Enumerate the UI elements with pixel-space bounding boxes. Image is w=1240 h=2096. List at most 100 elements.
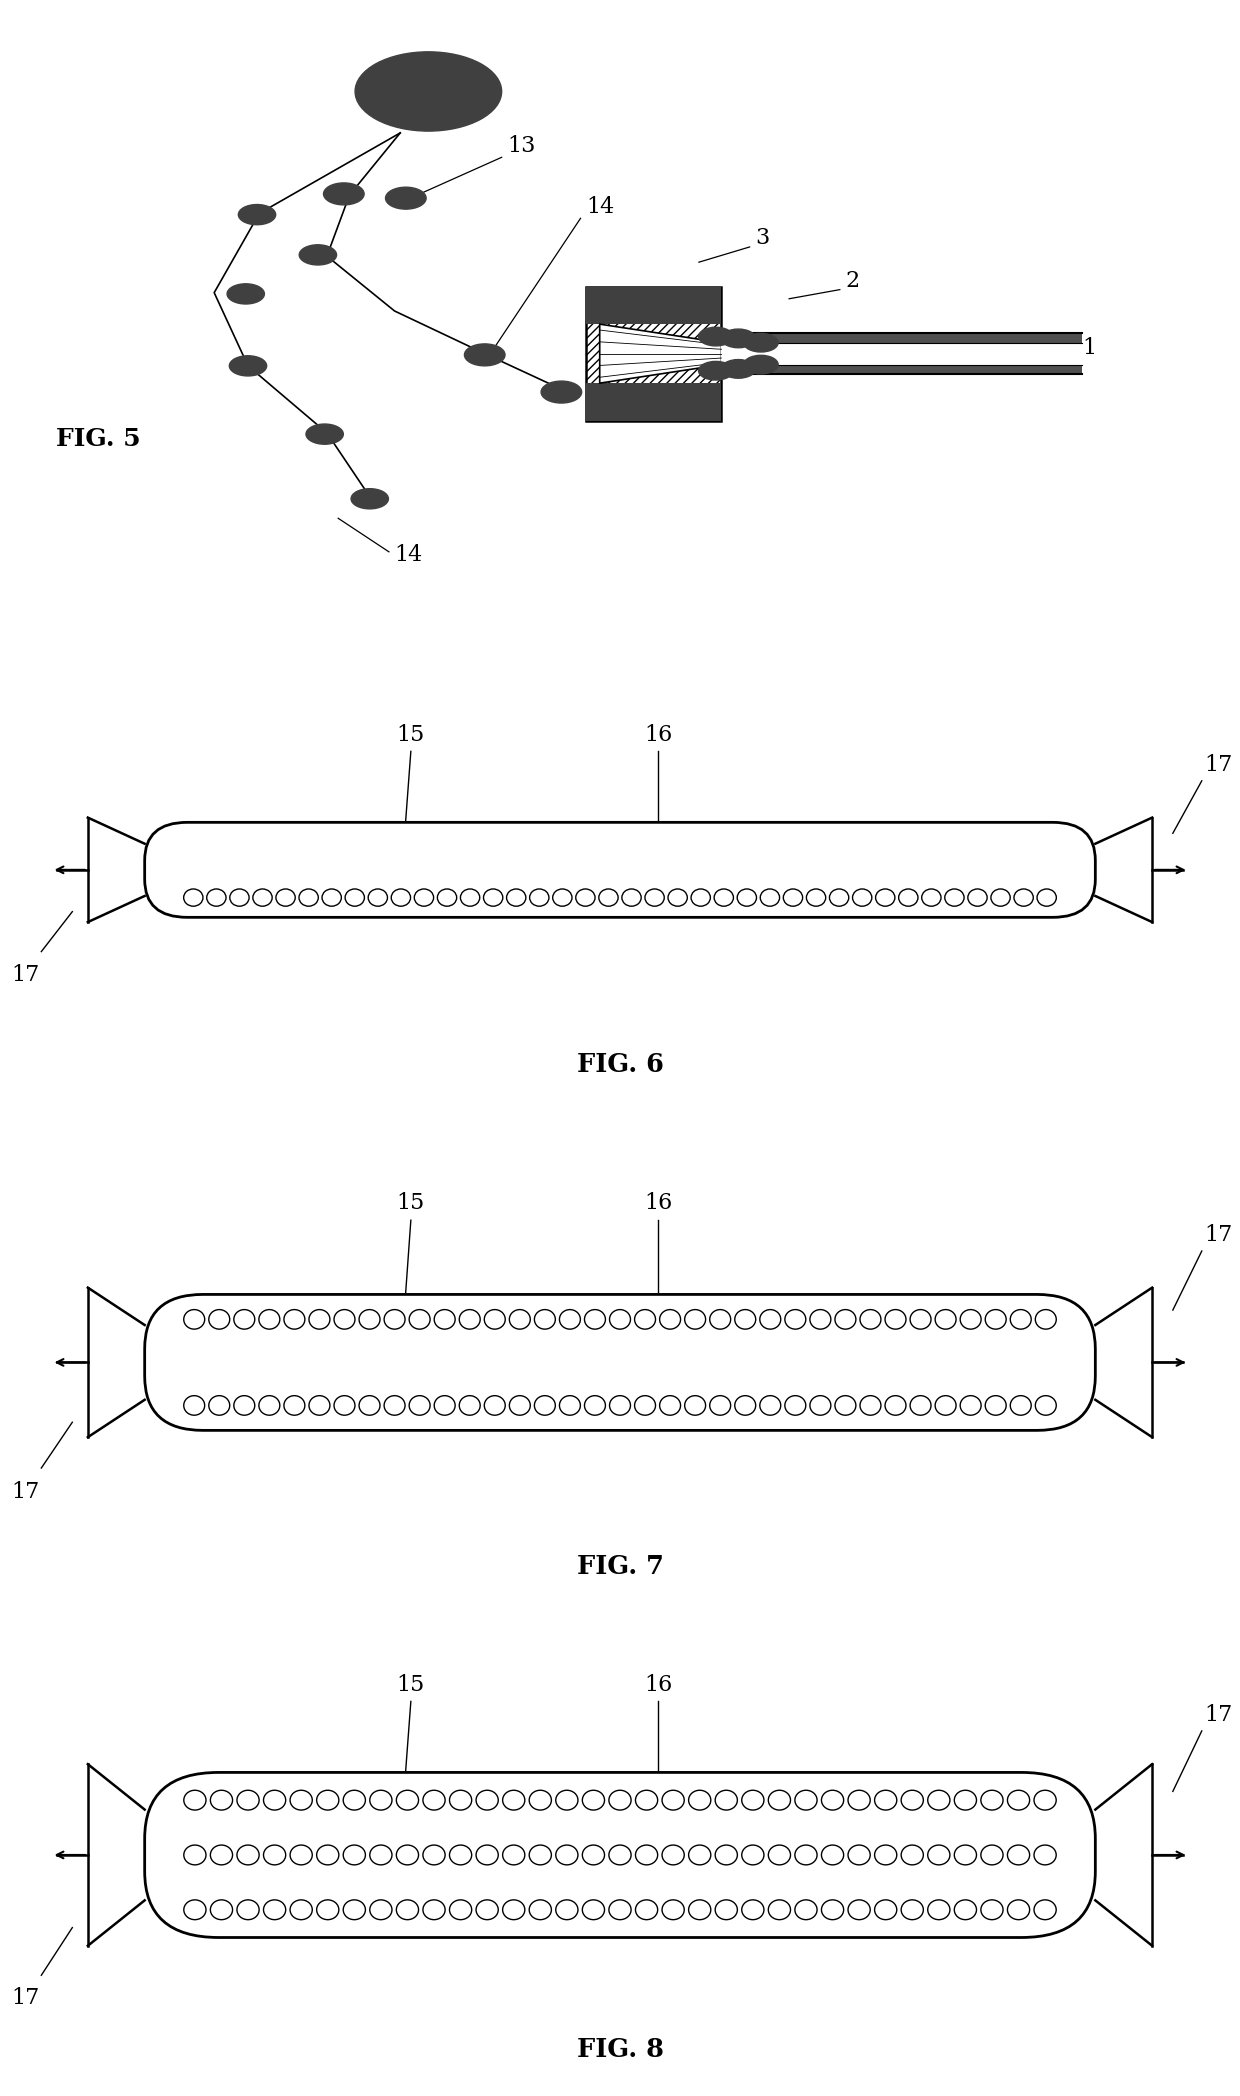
Circle shape bbox=[1035, 1396, 1056, 1415]
Circle shape bbox=[986, 1396, 1006, 1415]
Text: 17: 17 bbox=[11, 964, 40, 985]
Circle shape bbox=[848, 1790, 870, 1811]
Circle shape bbox=[449, 1790, 471, 1811]
Circle shape bbox=[237, 1899, 259, 1920]
Text: 15: 15 bbox=[397, 1675, 425, 1696]
Circle shape bbox=[529, 1899, 552, 1920]
Circle shape bbox=[229, 889, 249, 905]
Circle shape bbox=[1007, 1844, 1029, 1865]
Circle shape bbox=[1037, 889, 1056, 905]
FancyBboxPatch shape bbox=[145, 1773, 1095, 1937]
FancyBboxPatch shape bbox=[145, 822, 1095, 918]
Circle shape bbox=[284, 1396, 305, 1415]
Circle shape bbox=[583, 1790, 605, 1811]
Circle shape bbox=[459, 1310, 480, 1329]
Circle shape bbox=[684, 1310, 706, 1329]
Circle shape bbox=[1014, 889, 1033, 905]
Circle shape bbox=[575, 889, 595, 905]
Circle shape bbox=[874, 1899, 897, 1920]
Circle shape bbox=[742, 1844, 764, 1865]
Text: 16: 16 bbox=[644, 723, 672, 746]
Circle shape bbox=[584, 1396, 605, 1415]
Circle shape bbox=[184, 1899, 206, 1920]
Text: 15: 15 bbox=[397, 1193, 425, 1214]
Circle shape bbox=[208, 1310, 229, 1329]
Circle shape bbox=[760, 1396, 781, 1415]
Circle shape bbox=[370, 1844, 392, 1865]
Circle shape bbox=[742, 1790, 764, 1811]
Circle shape bbox=[277, 889, 295, 905]
Circle shape bbox=[861, 1396, 880, 1415]
Circle shape bbox=[502, 1899, 525, 1920]
Circle shape bbox=[208, 1396, 229, 1415]
Circle shape bbox=[645, 889, 665, 905]
Circle shape bbox=[928, 1844, 950, 1865]
Circle shape bbox=[610, 1310, 630, 1329]
Circle shape bbox=[785, 1396, 806, 1415]
Circle shape bbox=[1034, 1899, 1056, 1920]
Circle shape bbox=[691, 889, 711, 905]
Circle shape bbox=[264, 1844, 285, 1865]
Bar bbox=[587, 287, 722, 325]
Circle shape bbox=[981, 1790, 1003, 1811]
Circle shape bbox=[384, 1310, 405, 1329]
Circle shape bbox=[360, 1310, 379, 1329]
Circle shape bbox=[368, 889, 387, 905]
Circle shape bbox=[928, 1899, 950, 1920]
Text: FIG. 8: FIG. 8 bbox=[577, 2037, 663, 2062]
Circle shape bbox=[502, 1844, 525, 1865]
Circle shape bbox=[945, 889, 963, 905]
Text: 13: 13 bbox=[507, 136, 536, 157]
Circle shape bbox=[334, 1310, 355, 1329]
Circle shape bbox=[392, 889, 410, 905]
Circle shape bbox=[343, 1790, 366, 1811]
Circle shape bbox=[1035, 1310, 1056, 1329]
Circle shape bbox=[234, 1396, 254, 1415]
Circle shape bbox=[485, 1396, 505, 1415]
Circle shape bbox=[830, 889, 848, 905]
Circle shape bbox=[584, 1310, 605, 1329]
Circle shape bbox=[529, 1844, 552, 1865]
Circle shape bbox=[935, 1396, 956, 1415]
Circle shape bbox=[299, 245, 336, 264]
Circle shape bbox=[583, 1844, 605, 1865]
Circle shape bbox=[848, 1899, 870, 1920]
Circle shape bbox=[714, 889, 733, 905]
Circle shape bbox=[476, 1844, 498, 1865]
Circle shape bbox=[264, 1790, 285, 1811]
Circle shape bbox=[784, 889, 802, 905]
Circle shape bbox=[744, 333, 779, 352]
Circle shape bbox=[735, 1396, 755, 1415]
Circle shape bbox=[227, 283, 264, 304]
Circle shape bbox=[698, 361, 733, 379]
Circle shape bbox=[928, 1790, 950, 1811]
Circle shape bbox=[853, 889, 872, 905]
Circle shape bbox=[848, 1844, 870, 1865]
Circle shape bbox=[397, 1899, 419, 1920]
Circle shape bbox=[635, 1310, 656, 1329]
Circle shape bbox=[386, 187, 427, 210]
Circle shape bbox=[981, 1899, 1003, 1920]
Circle shape bbox=[299, 889, 319, 905]
Circle shape bbox=[370, 1790, 392, 1811]
Circle shape bbox=[355, 52, 502, 132]
Circle shape bbox=[556, 1790, 578, 1811]
Circle shape bbox=[821, 1844, 843, 1865]
Circle shape bbox=[583, 1899, 605, 1920]
Text: 1: 1 bbox=[1083, 337, 1096, 358]
Circle shape bbox=[668, 889, 687, 905]
Circle shape bbox=[1007, 1790, 1029, 1811]
Circle shape bbox=[875, 889, 895, 905]
Text: FIG. 7: FIG. 7 bbox=[577, 1555, 663, 1580]
Circle shape bbox=[662, 1899, 684, 1920]
Circle shape bbox=[715, 1844, 738, 1865]
Polygon shape bbox=[600, 325, 722, 384]
Circle shape bbox=[409, 1396, 430, 1415]
Circle shape bbox=[795, 1844, 817, 1865]
Circle shape bbox=[334, 1396, 355, 1415]
Circle shape bbox=[316, 1899, 339, 1920]
Circle shape bbox=[821, 1790, 843, 1811]
FancyBboxPatch shape bbox=[145, 1295, 1095, 1429]
Circle shape bbox=[237, 1790, 259, 1811]
Circle shape bbox=[599, 889, 618, 905]
